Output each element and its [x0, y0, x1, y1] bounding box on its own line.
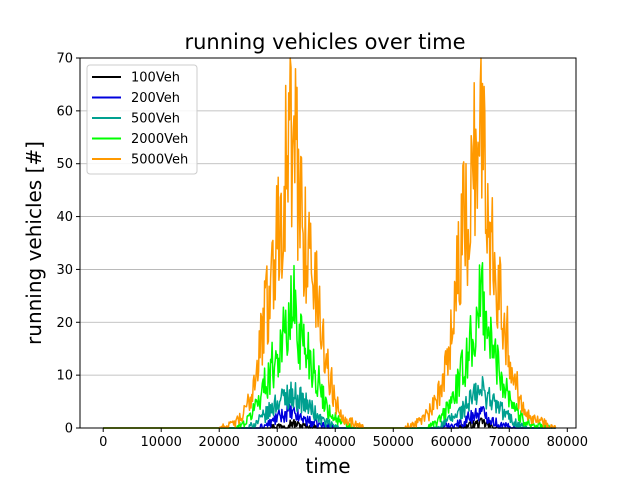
x-tick-label: 30000 [257, 435, 298, 450]
y-tick-label: 20 [56, 316, 73, 331]
x-tick-label: 20000 [199, 435, 240, 450]
legend-box [86, 64, 198, 175]
y-tick-label: 70 [56, 52, 73, 67]
plot-frame [79, 57, 577, 429]
legend-label: 100Veh [131, 71, 180, 86]
x-tick-label: 50000 [373, 435, 414, 450]
chart-title: running vehicles over time [184, 30, 465, 54]
grid-lines [80, 110, 576, 376]
y-tick-label: 30 [56, 263, 73, 278]
legend-label: 2000Veh [131, 132, 188, 147]
x-tick-label: 70000 [489, 435, 530, 450]
x-tick-label: 10000 [141, 435, 182, 450]
y-tick-label: 50 [56, 157, 73, 172]
y-tick-label: 40 [56, 210, 73, 225]
legend-label: 500Veh [131, 112, 180, 127]
x-tick-label: 0 [99, 435, 107, 450]
y-tick-label: 0 [65, 422, 73, 437]
y-tick-label: 10 [56, 369, 73, 384]
x-tick-label: 80000 [547, 435, 588, 450]
legend-label: 200Veh [131, 91, 180, 106]
y-axis-ticks: 0 10 20 30 40 50 60 70 [56, 52, 80, 437]
y-axis-label: running vehicles [#] [22, 141, 46, 345]
y-tick-label: 60 [56, 104, 73, 119]
legend: 100Veh 200Veh 500Veh 2000Veh 5000Veh [86, 64, 198, 175]
x-axis-ticks: 0 10000 20000 30000 40000 50000 60000 70000 8000… [99, 428, 588, 450]
x-tick-label: 60000 [431, 435, 472, 450]
x-tick-label: 40000 [315, 435, 356, 450]
legend-label: 5000Veh [131, 153, 188, 168]
x-axis-label: time [305, 454, 350, 478]
